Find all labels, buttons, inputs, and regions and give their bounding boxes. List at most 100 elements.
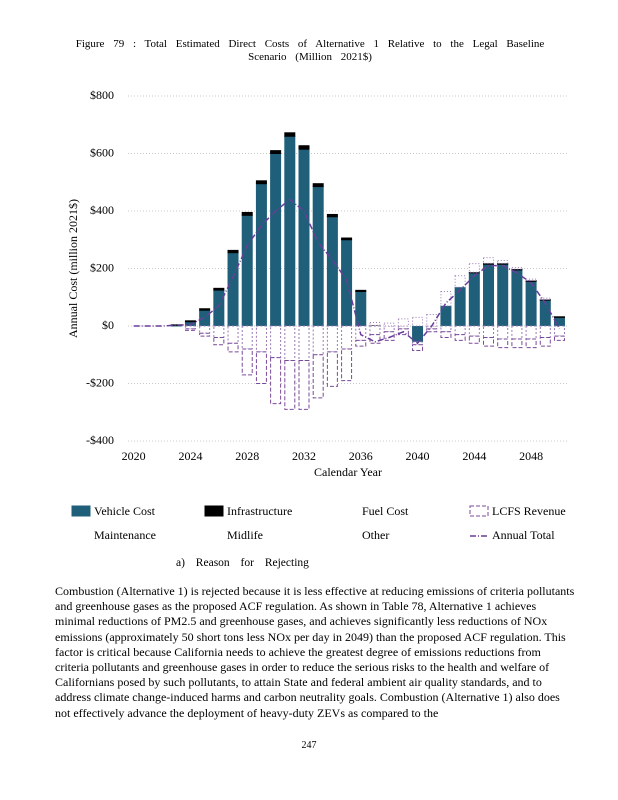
legend-label: Infrastructure [227, 504, 292, 518]
bar-segment [483, 257, 495, 264]
bar-segment [284, 132, 296, 137]
bar-segment [270, 357, 282, 405]
bar-segment [525, 338, 537, 349]
bar-segment [511, 267, 523, 270]
y-tick-label: $800 [90, 88, 114, 102]
bar-segment [284, 360, 296, 410]
y-tick-label: -$200 [86, 375, 114, 389]
x-tick-label: 2032 [292, 449, 316, 463]
x-axis-label: Calendar Year [314, 465, 382, 479]
bar-segment [312, 186, 324, 327]
paragraph: Combustion (Alternative 1) is rejected b… [55, 584, 575, 720]
bar-segment [497, 325, 509, 340]
legend-swatch [340, 530, 358, 540]
bar-segment [184, 320, 196, 323]
bar-segment [241, 348, 253, 376]
legend-swatch [204, 505, 224, 517]
bar-segment [298, 148, 310, 327]
bar-segment [255, 180, 267, 185]
bar-segment [454, 334, 466, 341]
bar-segment [298, 325, 310, 361]
bar-segment [497, 259, 509, 264]
bar-segment [326, 213, 338, 218]
bar-segment [468, 325, 480, 337]
bar-segment [298, 360, 310, 410]
bar-segment [241, 211, 253, 216]
bar-segment [341, 325, 353, 350]
bar-segment [440, 305, 452, 327]
bar-segment [355, 291, 367, 327]
bar-segment [199, 332, 211, 337]
legend-label: LCFS Revenue [492, 504, 566, 518]
legend-swatch [340, 506, 358, 516]
bar-segment [440, 325, 452, 333]
y-tick-label: $200 [90, 260, 114, 274]
bar-segment [213, 289, 225, 327]
bar-segment [412, 344, 424, 351]
bar-segment [553, 325, 565, 337]
bar-segment [383, 322, 395, 327]
bar-segment [468, 263, 480, 273]
legend-swatch [205, 530, 223, 540]
y-tick-label: $400 [90, 203, 114, 217]
bar-segment [468, 272, 480, 327]
bar-segment [255, 325, 267, 353]
bar-segment [454, 286, 466, 327]
section-heading: a) Reason for Rejecting [176, 557, 309, 569]
bar-segment [312, 183, 324, 188]
bar-segment [213, 287, 225, 291]
legend-swatch [469, 505, 489, 517]
bar-segment [539, 337, 551, 347]
bar-segment [312, 325, 324, 356]
bar-segment [369, 322, 381, 326]
bar-segment [199, 309, 211, 327]
bar-segment [412, 325, 424, 343]
x-tick-label: 2040 [406, 449, 430, 463]
bar-segment [227, 252, 239, 327]
legend-swatch [71, 505, 91, 517]
total-line [133, 198, 561, 345]
y-tick-label: -$400 [86, 433, 114, 447]
bar-segment [213, 325, 225, 338]
bar-segment [553, 335, 565, 341]
bar-segment [511, 338, 523, 349]
y-axis-label: Annual Cost (million 2021$) [66, 199, 80, 338]
bar-segment [255, 183, 267, 327]
bar-segment [241, 325, 253, 350]
bar-segment [426, 314, 438, 327]
bar-segment [426, 328, 438, 333]
bar-segment [227, 249, 239, 254]
bar-segment [312, 354, 324, 399]
bar-segment [483, 337, 495, 347]
legend-label: Annual Total [492, 528, 555, 542]
bar-segment [454, 325, 466, 336]
legend-label: Vehicle Cost [94, 504, 156, 518]
bar-segment [326, 325, 338, 353]
bar-segment [525, 278, 537, 282]
chart: -$400 -$200 $0 $200 $400 $600 $800 2020 2024 2028… [66, 88, 568, 542]
x-tick-label: 2020 [122, 449, 146, 463]
x-tick-label: 2036 [349, 449, 373, 463]
x-tick-label: 2044 [462, 449, 486, 463]
legend-swatch [72, 530, 90, 540]
bar-segment [341, 237, 353, 241]
bar-segment [511, 269, 523, 327]
bar-segment [483, 263, 495, 327]
bar-segment [539, 325, 551, 338]
bar-segment [355, 339, 367, 347]
bar-segment [199, 325, 211, 334]
bar-segment [241, 214, 253, 327]
figure-caption: Figure 79 : Total Estimated Direct Costs… [75, 38, 545, 63]
bar-segment [355, 289, 367, 293]
x-tick-label: 2048 [519, 449, 543, 463]
bar-segment [525, 280, 537, 327]
bar-segment [298, 145, 310, 150]
x-tick-label: 2024 [178, 449, 202, 463]
bar-segment [483, 325, 495, 338]
bar-segment [326, 216, 338, 327]
bar-segment [553, 316, 565, 318]
bar-segment [284, 325, 296, 361]
legend-label: Fuel Cost [362, 504, 409, 518]
legend-label: Other [362, 528, 389, 542]
